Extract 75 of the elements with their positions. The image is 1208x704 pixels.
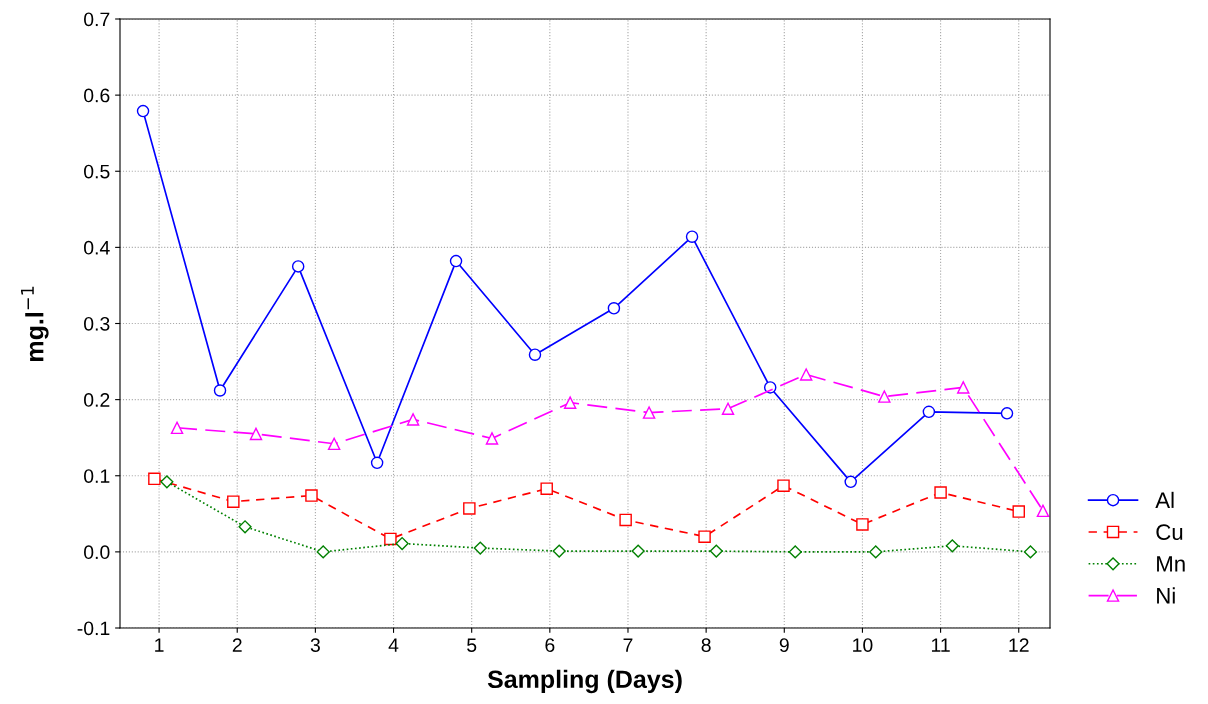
point <box>922 405 936 419</box>
legend-label: Ni <box>1157 587 1175 604</box>
point <box>540 482 553 495</box>
point <box>777 479 790 492</box>
point <box>1012 505 1025 518</box>
point <box>528 348 542 361</box>
y-tick-label: 0.2 <box>84 393 110 407</box>
y-tick-label: 0.1 <box>84 469 110 483</box>
point <box>957 381 970 394</box>
point <box>799 368 813 381</box>
point <box>642 406 656 419</box>
x-tick-label: 12 <box>1009 638 1029 652</box>
point <box>563 396 577 409</box>
y-tick-label: 0.6 <box>84 88 110 103</box>
point <box>1036 504 1050 518</box>
point <box>856 518 869 531</box>
point <box>619 513 632 527</box>
point <box>395 536 409 551</box>
y-tick-label: -0.1 <box>77 621 110 636</box>
x-tick-label: 8 <box>701 638 711 652</box>
y-tick-label: 0.3 <box>84 316 110 331</box>
point <box>148 472 161 486</box>
point <box>631 544 645 558</box>
y-axis-title: mg.l$^{−1}$ <box>21 286 49 361</box>
point <box>1023 545 1038 559</box>
x-tick-label: 5 <box>467 638 477 652</box>
x-tick-label: 10 <box>853 638 873 652</box>
x-tick-label: 11 <box>931 638 950 652</box>
legend-label: Mn <box>1157 556 1185 572</box>
point <box>316 545 330 559</box>
point <box>721 402 735 416</box>
x-tick-label: 3 <box>310 638 320 652</box>
point <box>1000 407 1014 420</box>
point <box>291 260 305 273</box>
point <box>869 545 883 559</box>
point <box>473 541 487 555</box>
point <box>327 437 341 451</box>
point <box>170 421 184 435</box>
point <box>227 495 240 508</box>
point <box>878 390 891 403</box>
point <box>763 381 777 394</box>
point <box>384 532 397 546</box>
point <box>934 486 947 499</box>
point <box>788 545 802 559</box>
point <box>449 254 463 268</box>
y-tick-label: 0.4 <box>84 240 110 255</box>
point <box>709 544 723 558</box>
point <box>945 539 959 553</box>
legend-label: Cu <box>1156 524 1183 540</box>
legend-label: Al <box>1155 491 1174 508</box>
point <box>213 384 227 397</box>
point <box>406 413 420 426</box>
point <box>844 475 857 489</box>
x-tick-label: 2 <box>232 638 242 652</box>
point <box>305 489 318 502</box>
y-tick-label: 0.0 <box>84 545 110 560</box>
point <box>698 530 711 543</box>
point <box>136 104 150 118</box>
point <box>249 427 263 441</box>
point <box>160 475 174 489</box>
point <box>607 302 621 315</box>
point <box>238 520 252 534</box>
point <box>485 432 499 445</box>
y-tick-label: 0.7 <box>84 12 110 27</box>
point <box>685 230 699 243</box>
x-tick-label: 7 <box>623 638 633 652</box>
x-tick-label: 9 <box>779 638 789 652</box>
x-tick-label: 4 <box>388 638 399 652</box>
x-tick-label: 6 <box>545 638 555 652</box>
x-tick-label: 1 <box>155 638 164 652</box>
point <box>552 544 566 558</box>
y-tick-label: 0.5 <box>84 164 110 179</box>
point <box>370 456 384 470</box>
point <box>463 502 476 515</box>
x-axis-title: Sampling (Days) <box>487 669 682 694</box>
